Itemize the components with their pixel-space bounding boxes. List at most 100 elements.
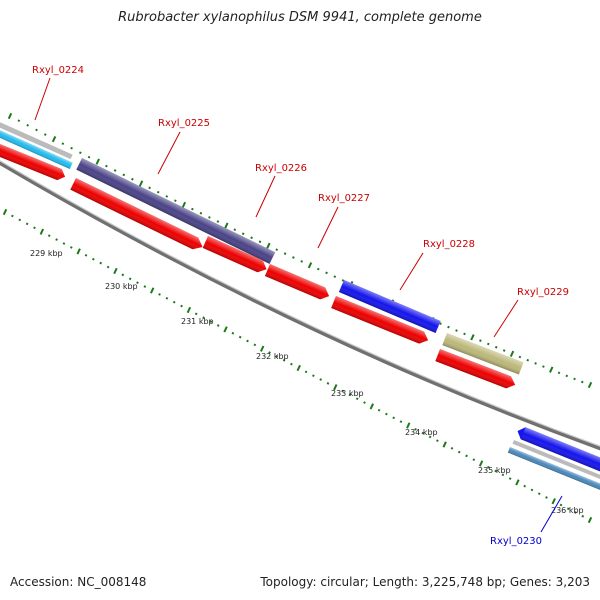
- minor-tick: [428, 435, 432, 439]
- gene-block-rxyl-0228[interactable]: [338, 280, 441, 333]
- minor-tick: [131, 177, 134, 181]
- gene-arrow-red-6[interactable]: [435, 349, 517, 391]
- gene-label-rxyl-0227[interactable]: Rxyl_0227: [318, 193, 370, 204]
- minor-tick: [316, 267, 320, 271]
- minor-tick: [148, 186, 151, 190]
- minor-tick: [436, 439, 439, 443]
- major-tick: [442, 441, 447, 448]
- gene-label-rxyl-0230[interactable]: Rxyl_0230: [490, 536, 542, 547]
- minor-tick: [122, 173, 126, 177]
- minor-tick: [502, 349, 506, 352]
- minor-tick: [79, 151, 82, 155]
- major-tick: [7, 112, 13, 120]
- minor-tick: [250, 236, 253, 240]
- gene-arrow-red-3[interactable]: [202, 236, 269, 275]
- minor-tick: [258, 240, 262, 244]
- minor-tick: [526, 358, 530, 362]
- gene-blocks: [0, 120, 600, 491]
- minor-tick: [326, 382, 330, 385]
- minor-tick: [92, 257, 95, 261]
- kbp-label-236: 236 kbp: [551, 506, 584, 515]
- minor-tick: [172, 300, 176, 304]
- minor-tick: [325, 271, 328, 275]
- kbp-label-230: 230 kbp: [105, 282, 138, 291]
- minor-tick: [199, 211, 203, 215]
- minor-tick: [447, 325, 450, 329]
- minor-tick: [136, 281, 139, 285]
- gene-arrow-red-2[interactable]: [70, 178, 205, 253]
- minor-tick: [487, 465, 490, 469]
- minor-tick: [26, 123, 30, 127]
- major-tick: [587, 381, 593, 389]
- minor-tick: [158, 293, 161, 296]
- major-tick: [478, 460, 484, 467]
- backbone-highlight-line: [0, 160, 600, 447]
- kbp-label-232: 232 kbp: [256, 352, 289, 361]
- minor-tick: [377, 408, 381, 412]
- gene-label-rxyl-0228[interactable]: Rxyl_0228: [423, 239, 475, 250]
- gene-block-blue-lower[interactable]: [515, 425, 600, 473]
- minor-tick: [216, 220, 220, 223]
- gene-arrow-red-5[interactable]: [331, 296, 430, 346]
- minor-tick: [348, 393, 352, 397]
- gene-block-rxyl-0229[interactable]: [442, 333, 524, 375]
- gene-block-rxyl-0224[interactable]: [0, 128, 73, 169]
- minor-tick: [17, 119, 21, 123]
- major-tick: [95, 158, 100, 165]
- major-tick: [369, 403, 374, 410]
- minor-tick: [312, 374, 315, 378]
- minor-tick: [333, 275, 337, 278]
- major-tick: [138, 180, 144, 187]
- gene-arrow-red-4[interactable]: [264, 264, 332, 302]
- major-tick: [551, 498, 556, 505]
- minor-tick: [231, 331, 235, 335]
- major-tick: [333, 384, 338, 391]
- leader-line-rxyl-0226: [255, 175, 276, 218]
- gene-label-rxyl-0224[interactable]: Rxyl_0224: [32, 65, 84, 76]
- major-tick: [39, 228, 45, 235]
- minor-tick: [566, 507, 570, 511]
- gene-label-rxyl-0226[interactable]: Rxyl_0226: [255, 163, 307, 174]
- minor-tick: [128, 277, 132, 281]
- minor-tick: [557, 371, 561, 375]
- kbp-label-233: 233 kbp: [331, 389, 364, 398]
- minor-tick: [319, 378, 323, 381]
- major-tick: [266, 242, 271, 249]
- minor-tick: [283, 252, 287, 255]
- leader-line-rxyl-0229: [493, 299, 519, 338]
- major-tick: [470, 334, 475, 341]
- minor-tick: [574, 511, 577, 514]
- leader-line-rxyl-0224: [34, 77, 51, 121]
- major-tick: [181, 201, 187, 209]
- minor-tick: [275, 248, 279, 252]
- major-tick: [186, 306, 192, 314]
- gene-label-rxyl-0225[interactable]: Rxyl_0225: [158, 118, 210, 129]
- major-tick: [587, 516, 593, 524]
- backbone-outer-line: [0, 160, 600, 451]
- gene-block-rxyl-0230[interactable]: [507, 447, 600, 491]
- minor-tick: [216, 324, 220, 327]
- backbone: [0, 160, 600, 451]
- minor-tick: [450, 446, 454, 450]
- gene-label-rxyl-0229[interactable]: Rxyl_0229: [517, 287, 569, 298]
- minor-tick: [180, 304, 183, 308]
- minor-tick: [194, 312, 198, 316]
- gene-block-rxyl-0225[interactable]: [76, 158, 276, 264]
- minor-tick: [523, 484, 527, 488]
- minor-tick: [457, 450, 461, 454]
- gene-block-rxyl-0224-grey[interactable]: [0, 120, 73, 160]
- minor-tick: [530, 488, 534, 492]
- gene-block-grey-lower[interactable]: [512, 440, 600, 482]
- minor-tick: [18, 218, 22, 222]
- genome-title: Rubrobacter xylanophilus DSM 9941, compl…: [118, 10, 482, 25]
- minor-tick: [573, 377, 576, 381]
- minor-tick: [304, 370, 308, 374]
- major-tick: [259, 345, 265, 352]
- minor-tick: [494, 469, 497, 473]
- major-tick: [515, 479, 520, 486]
- gene-arrow-red-1[interactable]: [0, 142, 67, 182]
- minor-tick: [501, 473, 505, 477]
- minor-tick: [106, 265, 110, 269]
- minor-tick: [47, 234, 51, 237]
- minor-tick: [421, 431, 425, 435]
